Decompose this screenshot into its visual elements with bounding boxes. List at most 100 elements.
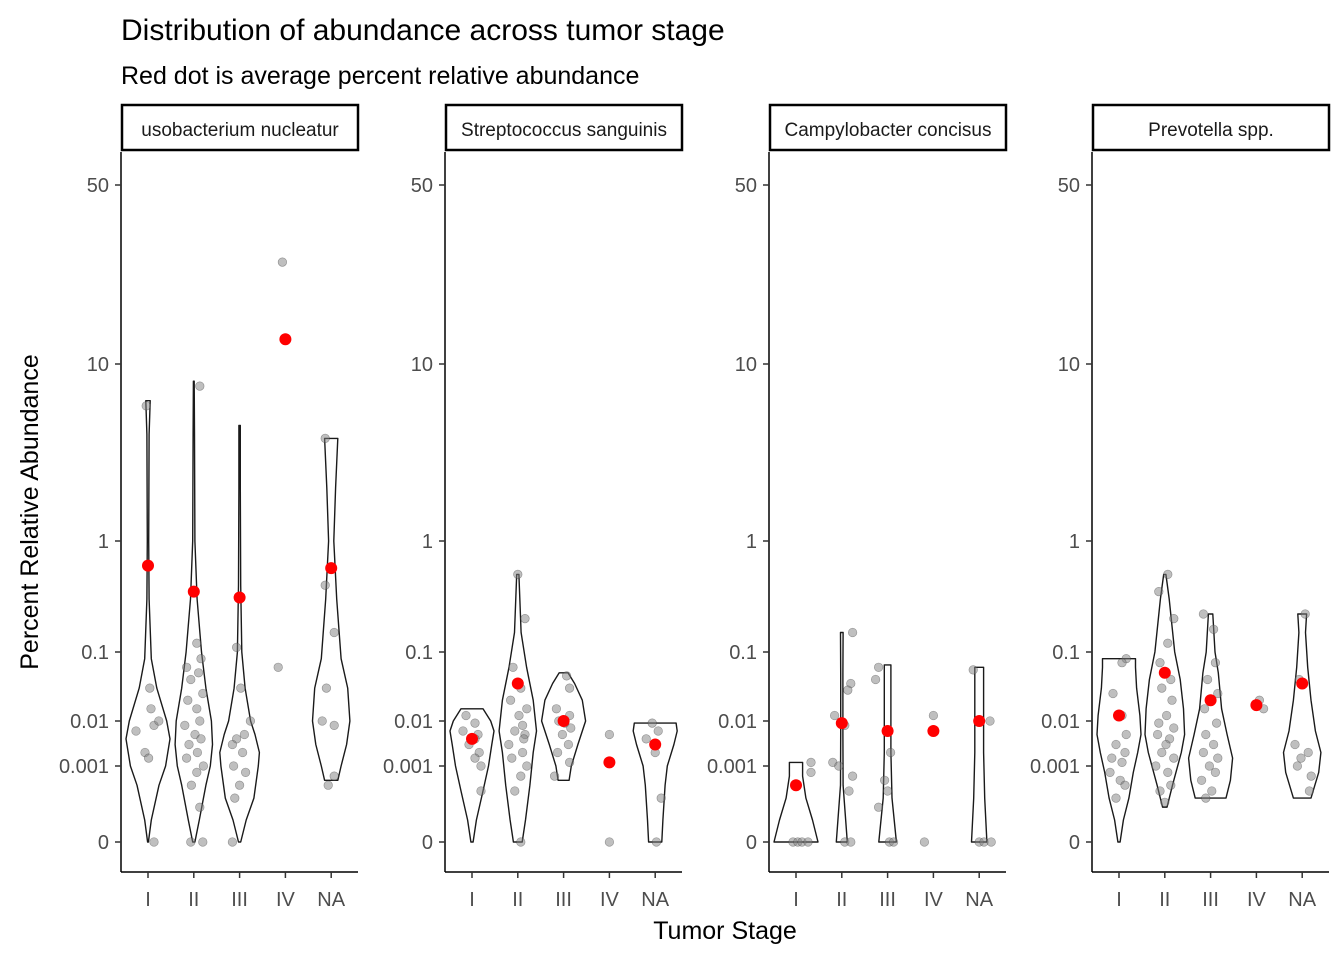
data-point [1199,704,1210,714]
mean-dot [649,738,662,751]
data-point [506,695,516,705]
x-tick-label: I [469,889,475,911]
data-point [803,837,813,847]
data-point [476,786,486,796]
data-point [514,710,524,721]
data-point [1292,761,1302,771]
data-point [321,683,332,693]
data-point [1163,638,1173,648]
data-point [1161,739,1171,750]
data-point [986,837,996,847]
data-point [182,753,192,763]
y-tick-label: 0.01 [70,711,109,733]
violin-II [174,380,214,843]
data-point [1169,753,1179,763]
data-point [145,683,155,693]
chart-title: Distribution of abundance across tumor s… [121,14,725,47]
data-point [557,729,568,740]
data-point [320,433,330,444]
data-point [180,720,190,731]
data-point [1117,658,1127,668]
mean-dot [927,725,940,737]
facet-strip [1091,103,1331,152]
data-point [192,767,202,778]
data-point [1167,695,1177,705]
data-point [1120,780,1130,790]
data-point [1111,739,1121,750]
data-point [1296,753,1306,763]
data-point [1157,747,1167,758]
y-tick-label: 0.01 [394,711,433,733]
violin-NA [632,722,678,843]
data-point [1155,658,1165,668]
data-point [1207,786,1217,796]
data-point [1201,729,1211,740]
y-tick-label: 0.1 [729,642,757,664]
facet-label: Prevotella spp. [1148,120,1274,141]
data-point [1304,786,1314,796]
data-point [154,716,164,726]
violin-III [219,424,261,843]
data-point [847,771,858,781]
data-point [516,837,526,847]
data-point [1213,753,1223,763]
x-tick-label: NA [1288,889,1316,911]
data-point [1210,767,1220,778]
x-tick-label: NA [965,889,993,911]
violin-III [1187,613,1234,799]
y-axis-title: Percent Relative Abundance [16,354,44,670]
data-point [517,747,528,758]
data-point [194,668,204,678]
data-point [186,780,196,790]
data-point [551,704,562,714]
data-point [847,627,858,638]
data-point [195,802,205,812]
y-tick-label: 0.01 [1041,711,1080,733]
y-tick-label: 50 [87,175,109,197]
chart-subtitle: Red dot is average percent relative abun… [121,62,639,90]
x-tick-label: II [836,889,847,911]
data-point [519,734,529,744]
data-point [190,729,200,740]
data-point [1210,658,1220,668]
data-point [517,720,528,731]
y-tick-label: 10 [735,354,757,376]
data-point [520,613,530,624]
data-point [504,739,514,750]
data-point [149,837,159,847]
data-point [329,720,339,731]
data-point [566,723,576,733]
y-tick-label: 1 [1069,531,1080,553]
panels: usobacterium nucleatur00.0010.010.111050… [59,103,1331,911]
data-point [968,665,978,675]
data-point [985,716,995,726]
x-tick-label: III [879,889,896,911]
mean-dot [187,585,200,598]
data-point [198,837,208,847]
data-point [1117,757,1127,768]
data-point [245,716,255,726]
y-tick-label: 10 [87,354,109,376]
mean-dot [325,562,338,575]
panel: Streptococcus sanguinis 0 0.001 0.01 0.1 1 10 5… [383,103,684,911]
data-point [1161,710,1172,721]
mean-dot [1113,709,1125,722]
violin-I [125,400,171,843]
data-point [522,704,532,714]
data-point [1196,775,1207,785]
data-point [641,734,651,744]
mean-dot [511,677,524,690]
facet-label: Campylobacter concisus [785,120,992,141]
data-point [564,757,575,768]
data-point [647,718,657,728]
panel: usobacterium nucleatur 0 0.001 0.01 0.1 1 10 50… [59,103,360,911]
y-tick-label: 0 [746,832,757,854]
y-tick-label: 0.001 [1030,756,1080,778]
data-point [236,683,246,693]
y-tick-label: 0.1 [405,642,433,664]
data-point [232,642,242,653]
x-tick-label: I [1116,889,1122,911]
data-point [508,662,518,672]
data-point [320,580,330,590]
